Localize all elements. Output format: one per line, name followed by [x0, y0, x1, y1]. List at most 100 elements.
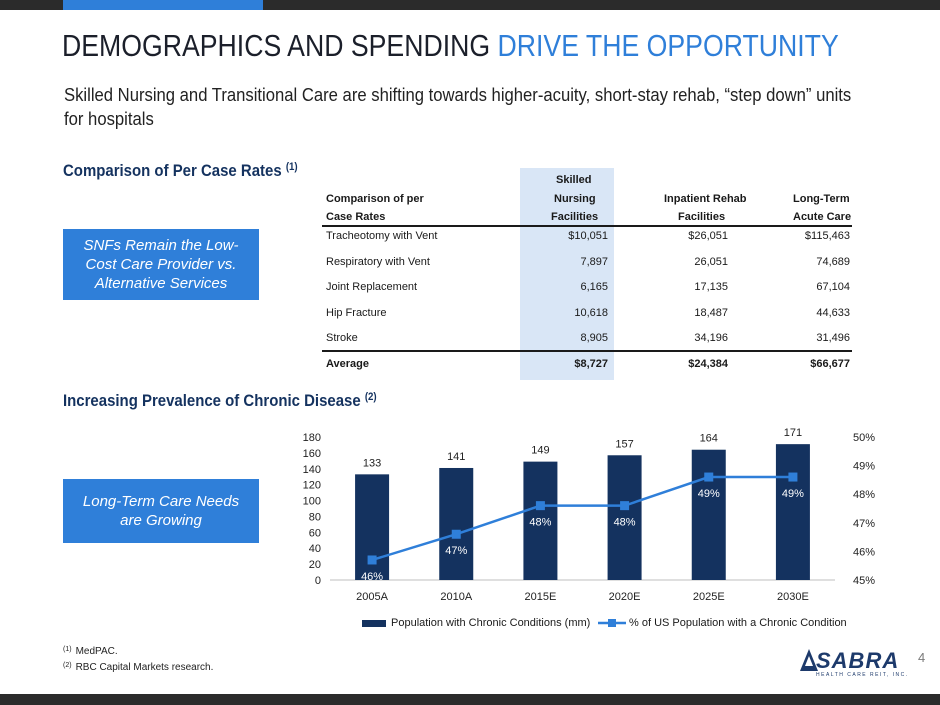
table-row-label: Respiratory with Vent — [326, 256, 430, 268]
table-cell-snf: $10,051 — [568, 230, 608, 242]
y-right-tick-label: 47% — [853, 518, 875, 530]
table-cell-ltac: 74,689 — [816, 256, 850, 268]
table-row-label: Joint Replacement — [326, 281, 418, 293]
x-tick-label: 2005A — [356, 591, 388, 603]
line-point-2030E — [788, 472, 798, 482]
table-row-label: Stroke — [326, 332, 358, 344]
line-point-2005A — [367, 555, 377, 565]
table-cell-irf: $26,051 — [688, 230, 728, 242]
average-snf: $8,727 — [574, 358, 608, 370]
bar-value-label: 133 — [363, 457, 381, 469]
line-value-label: 49% — [782, 488, 804, 500]
col-header-label-line1: Comparison of per — [326, 193, 424, 205]
table-header-rule — [322, 225, 852, 227]
line-value-label: 48% — [529, 517, 551, 529]
table-cell-irf: 17,135 — [694, 281, 728, 293]
page-title: DEMOGRAPHICS AND SPENDING DRIVE THE OPPO… — [62, 28, 839, 63]
section-title-chronic-disease: Increasing Prevalence of Chronic Disease… — [63, 391, 377, 410]
table-cell-ltac: 44,633 — [816, 307, 850, 319]
table-average-rule — [322, 350, 852, 352]
page-subtitle: Skilled Nursing and Transitional Care ar… — [64, 84, 852, 129]
table-cell-irf: 26,051 — [694, 256, 728, 268]
bar-value-label: 149 — [531, 445, 549, 457]
legend-swatch-percentage — [598, 619, 626, 627]
legend-item-population: Population with Chronic Conditions (mm) — [362, 617, 590, 629]
col-header-ltac-line2: Acute Care — [793, 211, 852, 223]
top-bar — [0, 0, 940, 10]
y-left-tick-label: 60 — [309, 527, 321, 539]
bar-2030E — [775, 444, 810, 580]
callout-long-term-care-needs: Long-Term Care Needs are Growing — [63, 479, 259, 543]
y-right-tick-label: 49% — [853, 461, 875, 473]
line-point-2015E — [535, 501, 545, 511]
y-left-tick-label: 120 — [303, 480, 321, 492]
col-header-snf-line1: Skilled — [556, 174, 592, 186]
y-left-tick-label: 80 — [309, 511, 321, 523]
y-left-tick-label: 140 — [303, 464, 321, 476]
table-cell-snf: 8,905 — [580, 332, 608, 344]
legend-swatch-population — [362, 619, 386, 627]
bar-value-label: 157 — [615, 438, 633, 450]
top-accent-bar — [63, 0, 263, 10]
col-header-snf-line3: Facilities — [551, 211, 599, 223]
line-value-label: 48% — [614, 517, 636, 529]
snf-column-highlight — [520, 168, 614, 380]
col-header-snf-line2: Nursing — [554, 193, 596, 205]
bottom-bar — [0, 694, 940, 705]
footnote-2: (2) RBC Capital Markets research. — [63, 662, 214, 673]
x-tick-label: 2025E — [693, 591, 725, 603]
table-cell-snf: 10,618 — [574, 307, 608, 319]
y-left-tick-label: 160 — [303, 448, 321, 460]
legend-label-percentage: % of US Population with a Chronic Condit… — [629, 617, 847, 629]
table-row-label: Hip Fracture — [326, 307, 387, 319]
y-right-tick-label: 45% — [853, 575, 875, 587]
legend-item-percentage: % of US Population with a Chronic Condit… — [598, 617, 847, 629]
page-number: 4 — [918, 650, 926, 665]
bar-value-label: 141 — [447, 451, 465, 463]
line-value-label: 47% — [445, 545, 467, 557]
callout-low-cost-provider: SNFs Remain the Low-Cost Care Provider v… — [63, 229, 259, 300]
x-tick-label: 2030E — [777, 591, 809, 603]
bar-value-label: 171 — [784, 427, 802, 439]
footnote-1: (1) MedPAC. — [63, 646, 118, 657]
y-right-tick-label: 48% — [853, 489, 875, 501]
table-cell-ltac: 67,104 — [816, 281, 850, 293]
y-left-tick-label: 180 — [303, 432, 321, 444]
table-cell-snf: 7,897 — [580, 256, 608, 268]
line-series-percentage — [371, 475, 793, 562]
average-label: Average — [326, 358, 370, 370]
bar-value-label: 164 — [700, 433, 718, 445]
x-tick-label: 2015E — [525, 591, 557, 603]
bar-2015E — [523, 461, 558, 580]
table-cell-irf: 18,487 — [694, 307, 728, 319]
col-header-label-line2: Case Rates — [326, 211, 386, 223]
page-title-accent: DRIVE THE OPPORTUNITY — [497, 28, 839, 63]
table-row-label: Tracheotomy with Vent — [326, 230, 438, 242]
y-left-tick-label: 20 — [309, 559, 321, 571]
y-left-tick-label: 40 — [309, 543, 321, 555]
logo-tagline: HEALTH CARE REIT, INC. — [816, 672, 909, 678]
y-right-tick-label: 50% — [853, 432, 875, 444]
line-point-2025E — [704, 472, 714, 482]
y-right-tick-label: 46% — [853, 546, 875, 558]
bar-2020E — [607, 455, 642, 580]
footnotes: (1) MedPAC. (2) RBC Capital Markets resear… — [63, 643, 213, 675]
table-cell-ltac: 31,496 — [816, 332, 850, 344]
col-header-irf-line1: Inpatient Rehab — [664, 193, 747, 205]
logo-mark-icon — [800, 649, 818, 671]
y-left-tick-label: 100 — [303, 496, 321, 508]
line-value-label: 49% — [698, 488, 720, 500]
col-header-irf-line2: Facilities — [678, 211, 726, 223]
company-logo: SABRA HEALTH CARE REIT, INC. — [800, 648, 910, 680]
section-title-per-case-rates: Comparison of Per Case Rates (1) — [63, 161, 298, 180]
logo-wordmark: SABRA — [816, 648, 900, 673]
bar-2025E — [691, 449, 726, 580]
x-tick-label: 2020E — [609, 591, 641, 603]
x-tick-label: 2010A — [440, 591, 472, 603]
average-irf: $24,384 — [688, 358, 728, 370]
table-cell-snf: 6,165 — [580, 281, 608, 293]
per-case-rates-table: Skilled Comparison of per Nursing Inpati… — [322, 168, 852, 380]
line-point-2020E — [620, 501, 630, 511]
bar-2010A — [439, 467, 474, 580]
line-value-label: 46% — [361, 571, 383, 583]
